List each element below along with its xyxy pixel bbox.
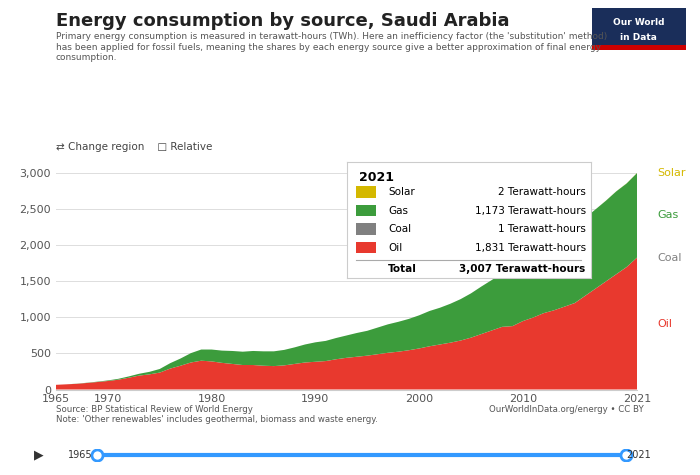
Text: ⇄ Change region    □ Relative: ⇄ Change region □ Relative bbox=[56, 142, 212, 152]
Text: Oil: Oil bbox=[658, 319, 673, 329]
Text: Gas: Gas bbox=[388, 206, 408, 216]
Bar bbox=[356, 223, 376, 235]
Text: Oil: Oil bbox=[388, 243, 402, 253]
Bar bbox=[592, 45, 686, 50]
Text: 2021: 2021 bbox=[626, 450, 651, 460]
Bar bbox=[356, 242, 376, 254]
Text: Solar: Solar bbox=[388, 187, 414, 197]
Text: 1965: 1965 bbox=[68, 450, 92, 460]
Text: 1,831 Terawatt-hours: 1,831 Terawatt-hours bbox=[475, 243, 586, 253]
Text: in Data: in Data bbox=[620, 33, 657, 42]
Text: Total: Total bbox=[388, 264, 417, 274]
Text: Energy consumption by source, Saudi Arabia: Energy consumption by source, Saudi Arab… bbox=[56, 12, 510, 30]
Text: 1 Terawatt-hours: 1 Terawatt-hours bbox=[498, 224, 586, 234]
Text: 2 Terawatt-hours: 2 Terawatt-hours bbox=[498, 187, 586, 197]
Text: Coal: Coal bbox=[388, 224, 411, 234]
Text: Solar: Solar bbox=[658, 168, 686, 178]
Text: ▶: ▶ bbox=[34, 448, 43, 461]
Text: Source: BP Statistical Review of World Energy
Note: 'Other renewables' includes : Source: BP Statistical Review of World E… bbox=[56, 405, 378, 424]
Text: Our World: Our World bbox=[613, 18, 664, 27]
Text: OurWorldInData.org/energy • CC BY: OurWorldInData.org/energy • CC BY bbox=[489, 405, 644, 414]
Text: 3,007 Terawatt-hours: 3,007 Terawatt-hours bbox=[459, 264, 586, 274]
Bar bbox=[356, 205, 376, 216]
Text: Coal: Coal bbox=[658, 253, 682, 263]
Text: Primary energy consumption is measured in terawatt-hours (TWh). Here an ineffici: Primary energy consumption is measured i… bbox=[56, 32, 608, 62]
Text: Gas: Gas bbox=[658, 210, 679, 220]
Text: 1,173 Terawatt-hours: 1,173 Terawatt-hours bbox=[475, 206, 586, 216]
Text: 2021: 2021 bbox=[358, 171, 393, 184]
Bar bbox=[356, 186, 376, 198]
